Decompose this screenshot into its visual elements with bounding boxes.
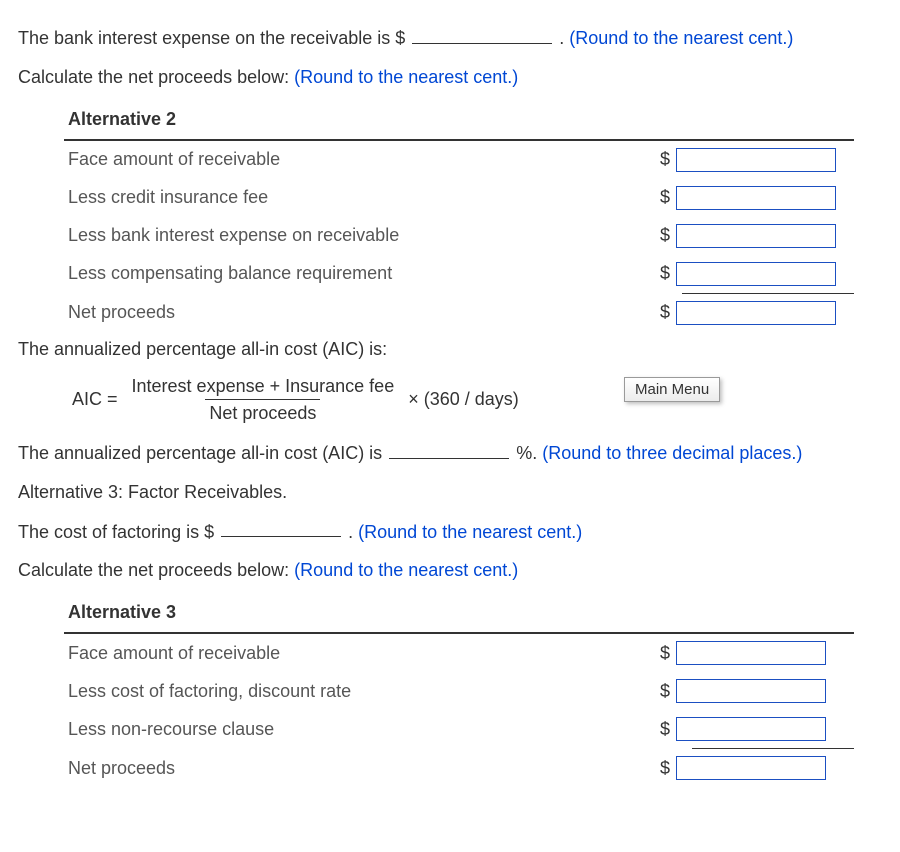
alt3-row3-label: Net proceeds: [68, 758, 660, 779]
dollar-sign: $: [660, 149, 670, 170]
aic-blank[interactable]: [389, 439, 509, 459]
alt2-row2-input[interactable]: [676, 224, 836, 248]
dollar-sign: $: [660, 225, 670, 246]
bank-interest-hint: (Round to the nearest cent.): [569, 28, 793, 48]
formula-denominator: Net proceeds: [205, 399, 320, 425]
dollar-sign: $: [660, 681, 670, 702]
alt2-row2-label: Less bank interest expense on receivable: [68, 225, 660, 246]
formula-lhs: AIC =: [72, 389, 118, 410]
alt2-row3-input[interactable]: [676, 262, 836, 286]
alt2-row4-input[interactable]: [676, 301, 836, 325]
table-row: Face amount of receivable $: [64, 141, 854, 179]
dollar-sign: $: [660, 263, 670, 284]
dollar-sign: $: [660, 187, 670, 208]
table-row: Face amount of receivable $: [64, 634, 854, 672]
alt3-row3-amount: $: [660, 756, 850, 780]
alt3-row2-amount: $: [660, 717, 850, 741]
alt3-row1-label: Less cost of factoring, discount rate: [68, 681, 660, 702]
alt2-row0-label: Face amount of receivable: [68, 149, 660, 170]
alt2-row1-label: Less credit insurance fee: [68, 187, 660, 208]
table-row: Less compensating balance requirement $: [64, 255, 854, 293]
net-proceeds-intro2-text: Calculate the net proceeds below:: [18, 560, 294, 580]
factoring-hint: (Round to the nearest cent.): [358, 521, 582, 541]
alternative-2-table: Alternative 2 Face amount of receivable …: [64, 103, 854, 332]
alt2-row3-amount: $: [660, 262, 850, 286]
alt3-row0-label: Face amount of receivable: [68, 643, 660, 664]
factoring-prefix: The cost of factoring is $: [18, 521, 214, 541]
aic-question-hint: (Round to three decimal places.): [542, 443, 802, 463]
alt2-row2-amount: $: [660, 224, 850, 248]
dollar-sign: $: [660, 758, 670, 779]
aic-question-line: The annualized percentage all-in cost (A…: [18, 439, 882, 467]
table-row: Net proceeds $: [64, 749, 854, 787]
table-row: Less non-recourse clause $: [64, 710, 854, 748]
alt2-row4-amount: $: [660, 301, 850, 325]
net-proceeds-intro2-hint: (Round to the nearest cent.): [294, 560, 518, 580]
bank-interest-suffix: .: [559, 28, 569, 48]
formula-fraction: Interest expense + Insurance fee Net pro…: [128, 375, 399, 425]
alt2-row0-input[interactable]: [676, 148, 836, 172]
aic-question-prefix: The annualized percentage all-in cost (A…: [18, 443, 387, 463]
dollar-sign: $: [660, 643, 670, 664]
factoring-blank[interactable]: [221, 518, 341, 538]
net-proceeds-intro: Calculate the net proceeds below: (Round…: [18, 64, 882, 91]
alt2-title: Alternative 2: [64, 103, 854, 141]
alt3-row2-label: Less non-recourse clause: [68, 719, 660, 740]
table-row: Net proceeds $: [64, 294, 854, 332]
alt3-row3-input[interactable]: [676, 756, 826, 780]
net-proceeds-intro-2: Calculate the net proceeds below: (Round…: [18, 557, 882, 584]
main-menu-tooltip[interactable]: Main Menu: [624, 377, 720, 402]
alt2-row4-label: Net proceeds: [68, 302, 660, 323]
alt2-row3-label: Less compensating balance requirement: [68, 263, 660, 284]
bank-interest-prefix: The bank interest expense on the receiva…: [18, 28, 405, 48]
alt3-row1-input[interactable]: [676, 679, 826, 703]
alternative-3-table: Alternative 3 Face amount of receivable …: [64, 596, 854, 787]
bank-interest-blank[interactable]: [412, 24, 552, 44]
net-proceeds-intro-hint: (Round to the nearest cent.): [294, 67, 518, 87]
alt3-row0-input[interactable]: [676, 641, 826, 665]
aic-intro: The annualized percentage all-in cost (A…: [18, 336, 882, 363]
bank-interest-line: The bank interest expense on the receiva…: [18, 24, 882, 52]
alt2-row1-amount: $: [660, 186, 850, 210]
dollar-sign: $: [660, 302, 670, 323]
alt3-heading: Alternative 3: Factor Receivables.: [18, 479, 882, 506]
table-row: Less bank interest expense on receivable…: [64, 217, 854, 255]
alt3-row0-amount: $: [660, 641, 850, 665]
alt2-row0-amount: $: [660, 148, 850, 172]
alt3-row1-amount: $: [660, 679, 850, 703]
table-row: Less cost of factoring, discount rate $: [64, 672, 854, 710]
alt3-title: Alternative 3: [64, 596, 854, 634]
alt3-row2-input[interactable]: [676, 717, 826, 741]
aic-formula: AIC = Interest expense + Insurance fee N…: [72, 375, 882, 425]
formula-mult: × (360 / days): [408, 389, 519, 410]
factoring-suffix: .: [348, 521, 358, 541]
factoring-line: The cost of factoring is $ . (Round to t…: [18, 518, 882, 546]
net-proceeds-intro-text: Calculate the net proceeds below:: [18, 67, 294, 87]
formula-numerator: Interest expense + Insurance fee: [128, 375, 399, 400]
main-menu-tooltip-label: Main Menu: [635, 381, 709, 398]
aic-question-suffix: %.: [516, 443, 542, 463]
table-row: Less credit insurance fee $: [64, 179, 854, 217]
dollar-sign: $: [660, 719, 670, 740]
alt2-row1-input[interactable]: [676, 186, 836, 210]
